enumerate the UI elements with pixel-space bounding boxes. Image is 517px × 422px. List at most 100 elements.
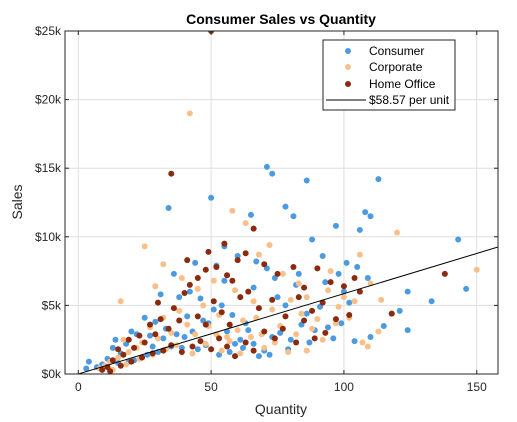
data-point-consumer xyxy=(218,302,225,309)
data-point-corporate xyxy=(359,339,366,346)
data-point-corporate xyxy=(186,110,193,117)
data-point-home-office xyxy=(120,351,127,358)
data-point-corporate xyxy=(120,336,127,343)
x-tick-label: 0 xyxy=(75,380,82,394)
data-point-consumer xyxy=(250,340,257,347)
legend-label-home-office: Home Office xyxy=(369,77,436,91)
data-point-consumer xyxy=(356,226,363,233)
data-point-corporate xyxy=(229,207,236,214)
data-point-consumer xyxy=(282,302,289,309)
data-point-consumer xyxy=(250,284,257,291)
data-point-home-office xyxy=(234,257,241,264)
data-point-home-office xyxy=(301,284,308,291)
data-point-consumer xyxy=(237,336,244,343)
data-point-home-office xyxy=(356,288,363,295)
data-point-corporate xyxy=(178,274,185,281)
data-point-consumer xyxy=(404,288,411,295)
data-point-consumer xyxy=(239,344,246,351)
data-point-home-office xyxy=(441,270,448,277)
data-point-consumer xyxy=(303,177,310,184)
data-point-home-office xyxy=(141,339,148,346)
x-axis-ticks: 0 50 100 150 xyxy=(75,31,487,394)
data-point-corporate xyxy=(351,298,358,305)
data-point-corporate xyxy=(194,285,201,292)
data-point-home-office xyxy=(109,357,116,364)
data-point-corporate xyxy=(115,354,122,361)
data-point-consumer xyxy=(367,213,374,220)
y-axis-title: Sales xyxy=(9,184,25,219)
data-point-home-office xyxy=(327,279,334,286)
plot-frame xyxy=(64,30,499,375)
data-point-corporate xyxy=(314,316,321,323)
data-point-home-office xyxy=(255,305,262,312)
x-tick-label: 50 xyxy=(204,380,218,394)
data-point-consumer xyxy=(197,295,204,302)
data-point-corporate xyxy=(255,251,262,258)
data-point-consumer xyxy=(255,353,262,360)
data-point-consumer xyxy=(428,298,435,305)
data-point-consumer xyxy=(157,291,164,298)
data-point-home-office xyxy=(388,310,395,317)
data-point-consumer xyxy=(141,314,148,321)
data-point-home-office xyxy=(208,346,215,353)
data-point-consumer xyxy=(332,222,339,229)
data-point-consumer xyxy=(367,333,374,340)
data-point-corporate xyxy=(295,280,302,287)
data-point-consumer xyxy=(147,332,154,339)
data-point-consumer xyxy=(263,163,270,170)
data-point-consumer xyxy=(362,209,369,216)
data-point-corporate xyxy=(242,220,249,227)
data-point-home-office xyxy=(301,317,308,324)
data-point-corporate xyxy=(232,287,239,294)
data-point-consumer xyxy=(165,204,172,211)
data-point-home-office xyxy=(184,257,191,264)
data-point-corporate xyxy=(261,344,268,351)
data-point-corporate xyxy=(239,317,246,324)
data-point-consumer xyxy=(253,258,260,265)
data-point-corporate xyxy=(473,266,480,273)
legend-label-consumer: Consumer xyxy=(369,44,424,58)
data-point-home-office xyxy=(139,354,146,361)
data-point-consumer xyxy=(354,263,361,270)
data-point-corporate xyxy=(319,336,326,343)
legend-marker-consumer xyxy=(345,48,351,54)
legend-box xyxy=(322,39,456,111)
data-point-corporate xyxy=(200,302,207,309)
y-tick-label: $0k xyxy=(42,367,62,381)
data-point-corporate xyxy=(309,325,316,332)
data-point-corporate xyxy=(210,277,217,284)
data-point-home-office xyxy=(271,335,278,342)
data-point-home-office xyxy=(322,329,329,336)
data-point-home-office xyxy=(232,353,239,360)
data-point-corporate xyxy=(293,331,300,338)
trendline-layer xyxy=(76,246,498,374)
data-point-corporate xyxy=(332,320,339,327)
data-point-home-office xyxy=(314,265,321,272)
data-point-corporate xyxy=(394,229,401,236)
data-point-home-office xyxy=(311,335,318,342)
data-point-home-office xyxy=(117,362,124,369)
data-point-home-office xyxy=(154,299,161,306)
data-point-consumer xyxy=(287,336,294,343)
data-point-corporate xyxy=(123,361,130,368)
data-point-consumer xyxy=(455,236,462,243)
data-point-consumer xyxy=(295,270,302,277)
data-point-corporate xyxy=(364,343,371,350)
data-point-home-office xyxy=(340,283,347,290)
data-point-consumer xyxy=(282,203,289,210)
data-point-home-office xyxy=(202,321,209,328)
y-axis-ticks: $0k $5k $10k $15k $20k $25k xyxy=(35,24,498,381)
data-point-consumer xyxy=(109,344,116,351)
data-point-consumer xyxy=(178,344,185,351)
data-point-home-office xyxy=(229,277,236,284)
data-point-consumer xyxy=(149,343,156,350)
data-point-home-office xyxy=(269,296,276,303)
data-point-home-office xyxy=(261,328,268,335)
data-point-home-office xyxy=(279,325,286,332)
data-point-corporate xyxy=(237,350,244,357)
data-point-corporate xyxy=(303,347,310,354)
data-point-home-office xyxy=(226,321,233,328)
data-point-home-office xyxy=(216,335,223,342)
data-point-corporate xyxy=(160,261,167,268)
data-point-home-office xyxy=(282,313,289,320)
